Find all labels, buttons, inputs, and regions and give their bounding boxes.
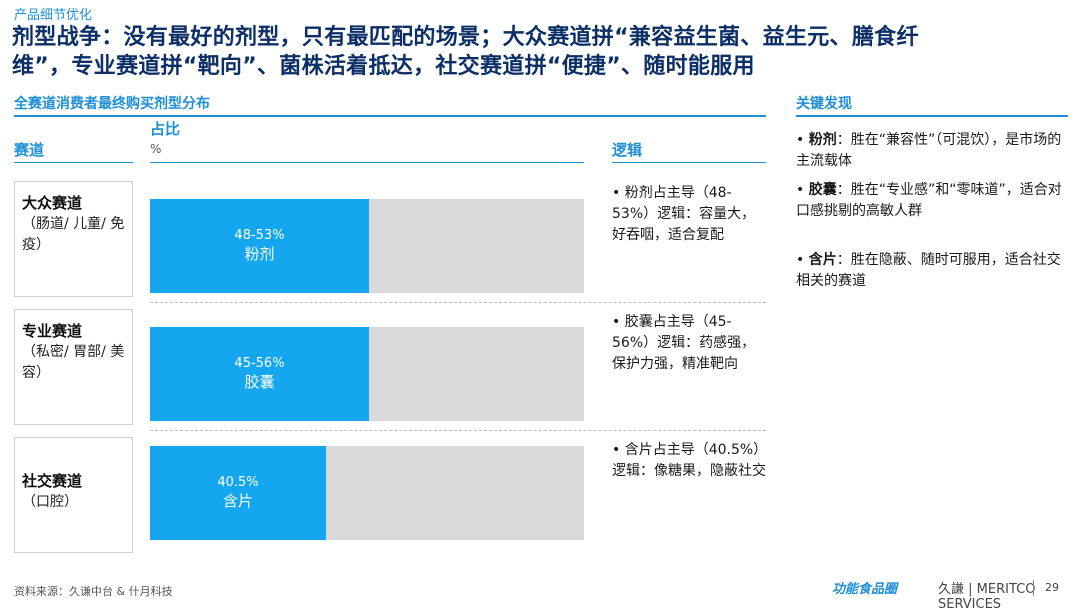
bar-range-label: 48-53% (234, 228, 285, 243)
bar-data-label: 45-56% 胶囊 (150, 354, 369, 392)
column-share-rule (150, 162, 584, 163)
track-sub: （肠道/ 儿童/ 免疫） (22, 216, 125, 253)
track-box-pro: 专业赛道 （私密/ 胃部/ 美容） (14, 309, 133, 425)
finding-term: 含片 (808, 252, 837, 268)
finding-term: 粉剂 (808, 132, 837, 148)
page-title: 剂型战争：没有最好的剂型，只有最匹配的场景；大众赛道拼“兼容益生菌、益生元、膳食… (12, 25, 919, 79)
finding-text: ：胜在隐蔽、随时可服用，适合社交相关的赛道 (796, 252, 1061, 289)
column-logic: 逻辑 (612, 141, 643, 159)
bar-dosage-form-label: 胶囊 (244, 373, 275, 391)
footer-divider (1033, 580, 1034, 596)
column-track-rule (14, 162, 133, 163)
row-separator (150, 430, 766, 431)
column-share-unit: % (150, 142, 162, 156)
brand-logo-right: 久謙 | MERITCO SERVICES (938, 582, 1036, 608)
logic-text-mass: • 粉剂占主导（48-53%）逻辑：容量大，好吞咽，适合复配 (612, 185, 756, 243)
finding-lozenge: • 含片：胜在隐蔽、随时可服用，适合社交相关的赛道 (796, 252, 1061, 289)
finding-capsule: • 胶囊：胜在“专业感”和“零味道”，适合对口感挑剔的高敏人群 (796, 182, 1062, 219)
finding-powder: • 粉剂：胜在“兼容性”（可混饮），是市场的主流载体 (796, 132, 1062, 169)
section-kicker: 产品细节优化 (14, 8, 93, 23)
column-share: 占比 (150, 120, 181, 138)
row-separator (150, 302, 766, 303)
bar (150, 446, 326, 540)
findings-rule (796, 115, 1068, 117)
bar-range-label: 40.5% (217, 475, 259, 490)
finding-text: ：胜在“兼容性”（可混饮），是市场的主流载体 (796, 132, 1062, 169)
track-sub: （口腔） (22, 494, 78, 510)
track-box-social: 社交赛道 （口腔） (14, 437, 133, 553)
bar-data-label: 40.5% 含片 (150, 473, 326, 511)
bar (150, 327, 369, 421)
finding-term: 胶囊 (808, 182, 837, 198)
track-name: 社交赛道 (22, 472, 83, 490)
finding-text: ：胜在“专业感”和“零味道”，适合对口感挑剔的高敏人群 (796, 182, 1062, 219)
page-number: 29 (1045, 581, 1059, 594)
bar-dosage-form-label: 粉剂 (244, 245, 275, 263)
chart-section-rule (14, 115, 766, 117)
findings-title: 关键发现 (796, 96, 852, 112)
logic-text-pro: • 胶囊占主导（45-56%）逻辑：药感强，保护力强，精准靶向 (612, 314, 756, 372)
track-name: 大众赛道 (22, 194, 83, 212)
bar (150, 199, 369, 293)
bar-dosage-form-label: 含片 (222, 492, 253, 510)
logic-text-social: • 含片占主导（40.5%）逻辑：像糖果，隐蔽社交 (612, 442, 768, 479)
track-sub: （私密/ 胃部/ 美容） (22, 344, 125, 381)
track-box-mass: 大众赛道 （肠道/ 儿童/ 免疫） (14, 181, 133, 297)
bar-data-label: 48-53% 粉剂 (150, 226, 369, 264)
bar-range-label: 45-56% (234, 356, 285, 371)
source-note: 资料来源：久谦中台 & 什月科技 (14, 585, 173, 598)
chart-section-title: 全赛道消费者最终购买剂型分布 (14, 96, 210, 112)
column-logic-rule (612, 162, 766, 163)
track-name: 专业赛道 (22, 322, 83, 340)
column-track: 赛道 (14, 141, 45, 159)
brand-logo-left: 功能食品圈 (832, 582, 898, 597)
